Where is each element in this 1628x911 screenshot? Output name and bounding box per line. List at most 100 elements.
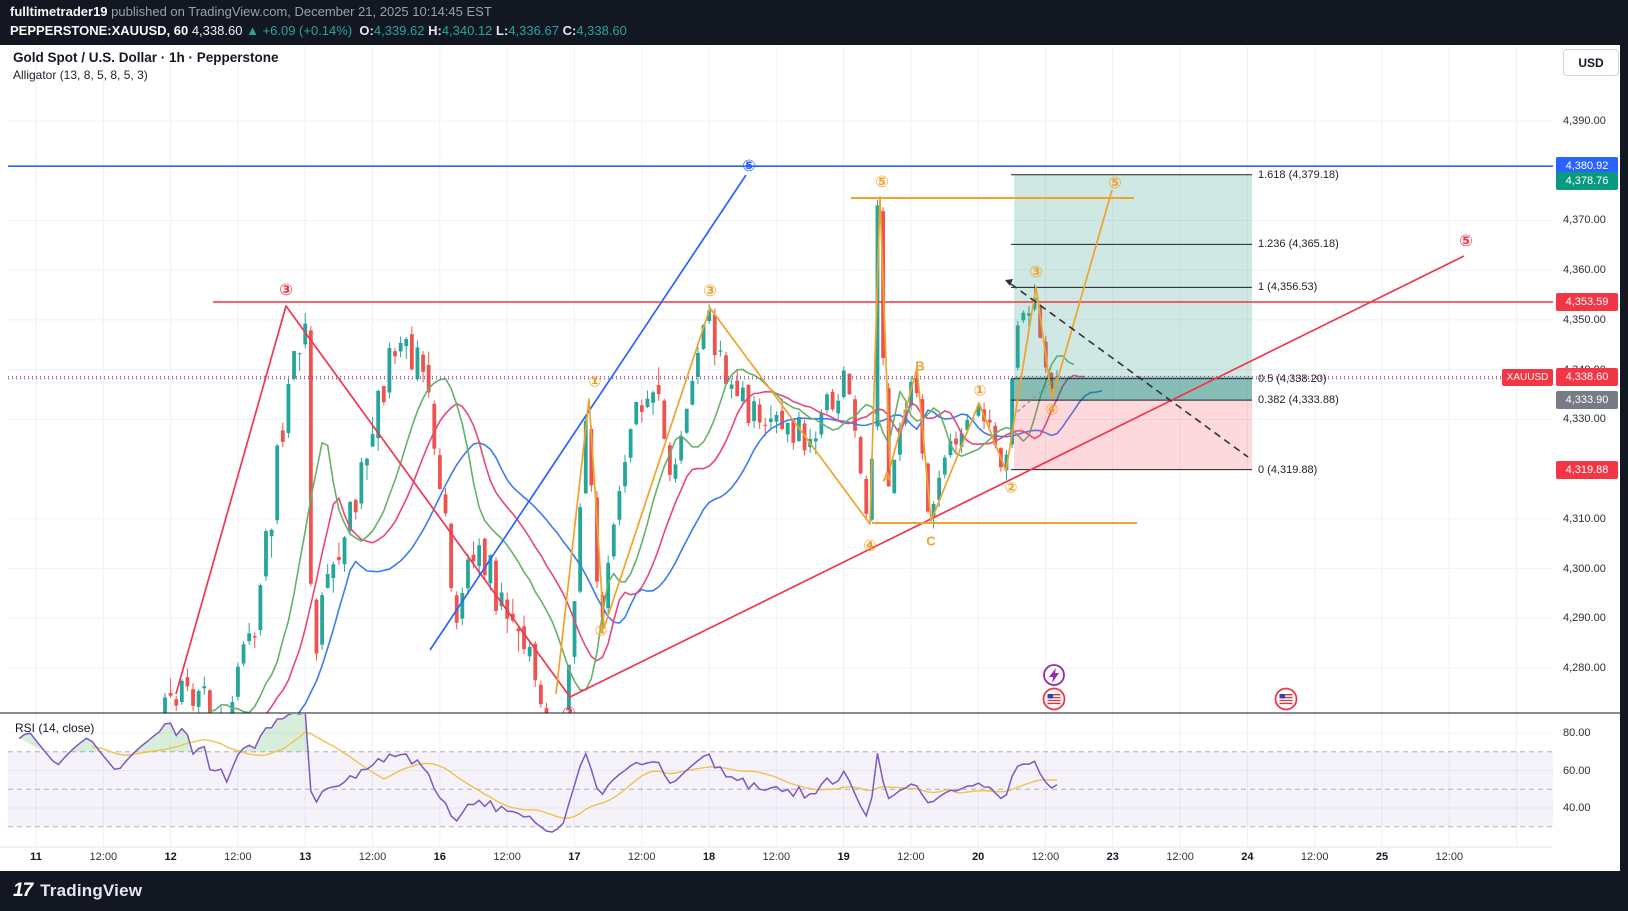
candle	[499, 592, 504, 607]
symbol-ohlc-row: PEPPERSTONE:XAUUSD, 60 4,338.60 ▲ +6.09 …	[10, 23, 627, 38]
candle	[179, 680, 184, 703]
time-tick: 19	[837, 851, 850, 863]
candle	[937, 477, 942, 501]
price-change: ▲ +6.09 (+0.14%)	[246, 23, 353, 38]
time-tick: 12:00	[224, 851, 252, 863]
candle	[1021, 312, 1026, 321]
time-tick: 12:00	[897, 851, 925, 863]
candle	[544, 708, 549, 713]
close-value: 4,338.60	[576, 23, 627, 38]
price-label: 4,333.90	[1556, 390, 1618, 409]
candle	[634, 402, 639, 425]
alligator-jaw	[297, 390, 1103, 713]
candle	[247, 633, 252, 642]
wave-label: ③	[1029, 264, 1043, 281]
time-tick: 20	[972, 851, 985, 863]
time-tick: 25	[1375, 851, 1389, 863]
rsi-line	[18, 714, 1058, 833]
candle	[258, 585, 263, 631]
username: fulltimetrader19	[10, 4, 108, 19]
candle	[516, 628, 521, 632]
time-tick: 12:00	[762, 851, 791, 863]
candle	[241, 644, 246, 664]
chart-legend: Gold Spot / U.S. Dollar · 1h · Peppersto…	[13, 50, 279, 82]
candle	[269, 529, 274, 537]
alligator-legend: Alligator (13, 8, 5, 8, 5, 3)	[13, 68, 148, 82]
candle	[942, 457, 947, 475]
candle	[763, 424, 768, 426]
candle	[679, 436, 684, 461]
wave-label: A	[882, 470, 892, 485]
time-tick: 12:00	[358, 851, 387, 863]
candle	[252, 636, 257, 638]
symbol-name: PEPPERSTONE:XAUUSD, 60	[10, 23, 189, 38]
candle	[1032, 297, 1037, 310]
overlays	[0, 712, 1620, 848]
symbol-title: Gold Spot / U.S. Dollar · 1h · Peppersto…	[13, 50, 279, 65]
candle	[12, 828, 16, 838]
candle	[746, 384, 751, 424]
candle	[275, 445, 280, 521]
time-tick: 12:00	[493, 851, 521, 863]
candle	[359, 462, 364, 504]
candle	[864, 478, 869, 514]
candle	[673, 464, 678, 479]
candle	[959, 433, 964, 447]
candle	[589, 428, 594, 486]
publish-info: fulltimetrader19 published on TradingVie…	[10, 4, 492, 19]
candle	[325, 573, 330, 588]
candle	[623, 462, 627, 487]
candle	[337, 557, 341, 561]
black-dashed-projection	[1010, 283, 1249, 458]
tradingview-logo-icon[interactable]: 17	[13, 880, 33, 901]
candle	[320, 595, 324, 645]
candle	[578, 507, 583, 592]
high-label: H:	[428, 23, 442, 38]
candle	[847, 373, 852, 395]
high-value: 4,340.12	[441, 23, 493, 38]
candle	[303, 323, 308, 345]
tradingview-logo-text[interactable]: TradingView	[40, 881, 143, 900]
candle	[718, 350, 723, 352]
candle	[398, 342, 403, 352]
rsi-tick: 40.00	[1563, 802, 1591, 814]
alligator-teeth	[265, 374, 1086, 713]
candle	[1010, 378, 1015, 445]
time-tick: 24	[1241, 851, 1254, 863]
candle	[780, 410, 784, 429]
candle	[196, 691, 201, 707]
chart-area[interactable]: ③ ② ⑤ ⑤ ① ② ③ ④ ⑤ A B C ① ② ③ ④ ⑤ Gold Spot / U.S. Dolla…	[0, 45, 1620, 871]
candle	[774, 414, 779, 422]
candle	[853, 399, 857, 431]
low-label: L:	[496, 23, 509, 38]
candle	[948, 440, 953, 456]
orange-wave-zigzag	[555, 189, 1113, 695]
candle	[393, 351, 397, 357]
candle	[202, 686, 207, 689]
candle	[214, 715, 218, 718]
price-label: 4,380.92	[1556, 157, 1618, 176]
chart-canvas[interactable]: ③ ② ⑤ ⑤ ① ② ③ ④ ⑤ A B C ① ② ③ ④ ⑤	[0, 45, 1620, 871]
footer-bar: 17 TradingView	[0, 871, 1628, 911]
fib-label: 1.236 (4,365.18)	[1258, 238, 1339, 251]
candle	[1027, 313, 1031, 316]
candle	[191, 689, 195, 706]
wave-label: C	[926, 534, 936, 549]
wave-label: ⑤	[1108, 175, 1122, 192]
fib-label: 0.382 (4,333.88)	[1258, 394, 1339, 407]
candle	[825, 394, 829, 411]
target-zone-green	[1014, 174, 1252, 377]
time-tick: 13	[299, 851, 312, 863]
candle	[280, 430, 285, 442]
candle	[656, 385, 661, 395]
candle	[740, 387, 745, 402]
candle	[1004, 454, 1009, 471]
candle	[696, 352, 700, 377]
candle	[415, 347, 420, 380]
candle	[611, 524, 616, 557]
candle	[724, 355, 728, 384]
currency-toggle-button[interactable]: USD	[1563, 49, 1619, 76]
candle	[174, 699, 179, 706]
candle	[836, 400, 841, 414]
